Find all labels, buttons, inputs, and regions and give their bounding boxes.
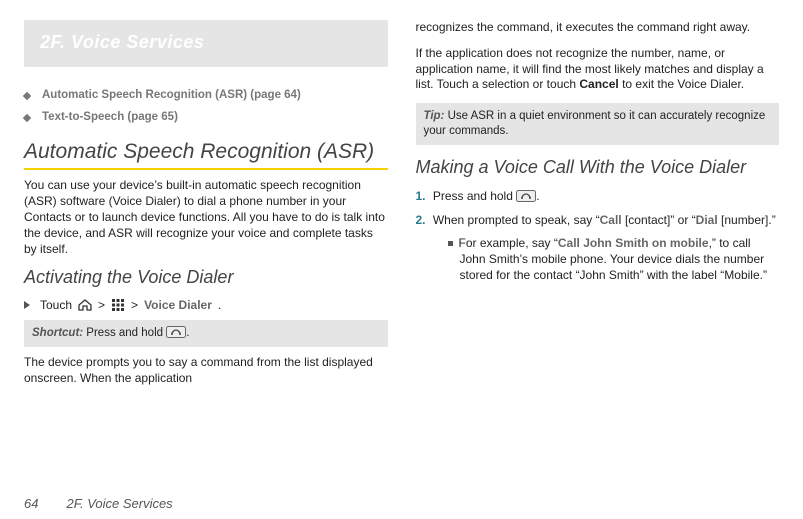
para3-tail: to exit the Voice Dialer. (619, 77, 744, 91)
diamond-icon (24, 115, 32, 123)
tip-callout: Tip: Use ASR in a quiet environment so i… (416, 103, 780, 145)
step-1: 1. Press and hold . (416, 188, 780, 204)
step-2-dial: Dial (696, 213, 718, 227)
apps-grid-icon (111, 298, 125, 312)
tip-text: Use ASR in a quiet environment so it can… (424, 110, 766, 137)
shortcut-text: Press and hold (83, 327, 166, 339)
footer-section: 2F. Voice Services (66, 496, 172, 511)
section-banner-label: 2F. Voice Services (40, 32, 204, 52)
prompt-paragraph-a: The device prompts you to say a command … (24, 355, 388, 387)
page-footer: 64 2F. Voice Services (24, 492, 779, 511)
activate-step: Touch > > Voice Dialer. (24, 298, 388, 312)
step-1-number: 1. (416, 189, 426, 203)
toc-item-asr: Automatic Speech Recognition (ASR) (page… (24, 89, 388, 101)
activate-text-touch: Touch (40, 298, 72, 312)
square-bullet-icon (448, 241, 453, 246)
call-key-icon (166, 326, 186, 338)
section-banner: 2F. Voice Services (24, 20, 388, 67)
sub-a: For example, say “ (459, 236, 558, 250)
intro-paragraph: You can use your device’s built-in autom… (24, 178, 388, 257)
call-key-icon (516, 190, 536, 202)
step-2-c: [number].” (718, 213, 776, 227)
cancel-bold: Cancel (579, 77, 618, 91)
step-2-sub: For example, say “Call John Smith on mob… (448, 235, 780, 284)
shortcut-tail: . (186, 327, 189, 339)
step-2: 2. When prompted to speak, say “Call [co… (416, 212, 780, 283)
no-recognize-paragraph: If the application does not recognize th… (416, 46, 780, 93)
shortcut-callout: Shortcut: Press and hold . (24, 320, 388, 347)
heading-making-call: Making a Voice Call With the Voice Diale… (416, 157, 780, 178)
step-2-b: [contact]” or “ (622, 213, 696, 227)
heading-asr: Automatic Speech Recognition (ASR) (24, 139, 388, 164)
diamond-icon (24, 93, 32, 101)
prompt-paragraph-b: recognizes the command, it executes the … (416, 20, 780, 36)
page-number: 64 (24, 496, 38, 511)
step-1-a: Press and hold (430, 189, 517, 203)
step-2-call: Call (600, 213, 622, 227)
activate-voice-dialer: Voice Dialer (144, 298, 212, 312)
shortcut-lead: Shortcut: (32, 327, 83, 339)
activate-sep1: > (98, 298, 105, 312)
triangle-bullet-icon (24, 301, 30, 309)
heading-activating: Activating the Voice Dialer (24, 267, 388, 288)
sub-bold: Call John Smith on mobile (558, 236, 709, 250)
toc-item-tts: Text-to-Speech (page 65) (24, 111, 388, 123)
step-1-b: . (536, 189, 539, 203)
step-2-a: When prompted to speak, say “ (430, 213, 600, 227)
activate-sep2: > (131, 298, 138, 312)
accent-rule (24, 168, 388, 170)
toc-item-label: Automatic Speech Recognition (ASR) (page… (42, 89, 301, 101)
tip-lead: Tip: (424, 110, 445, 122)
activate-tail: . (218, 298, 221, 312)
step-2-number: 2. (416, 213, 426, 227)
home-icon (78, 299, 92, 311)
toc-item-label: Text-to-Speech (page 65) (42, 111, 178, 123)
